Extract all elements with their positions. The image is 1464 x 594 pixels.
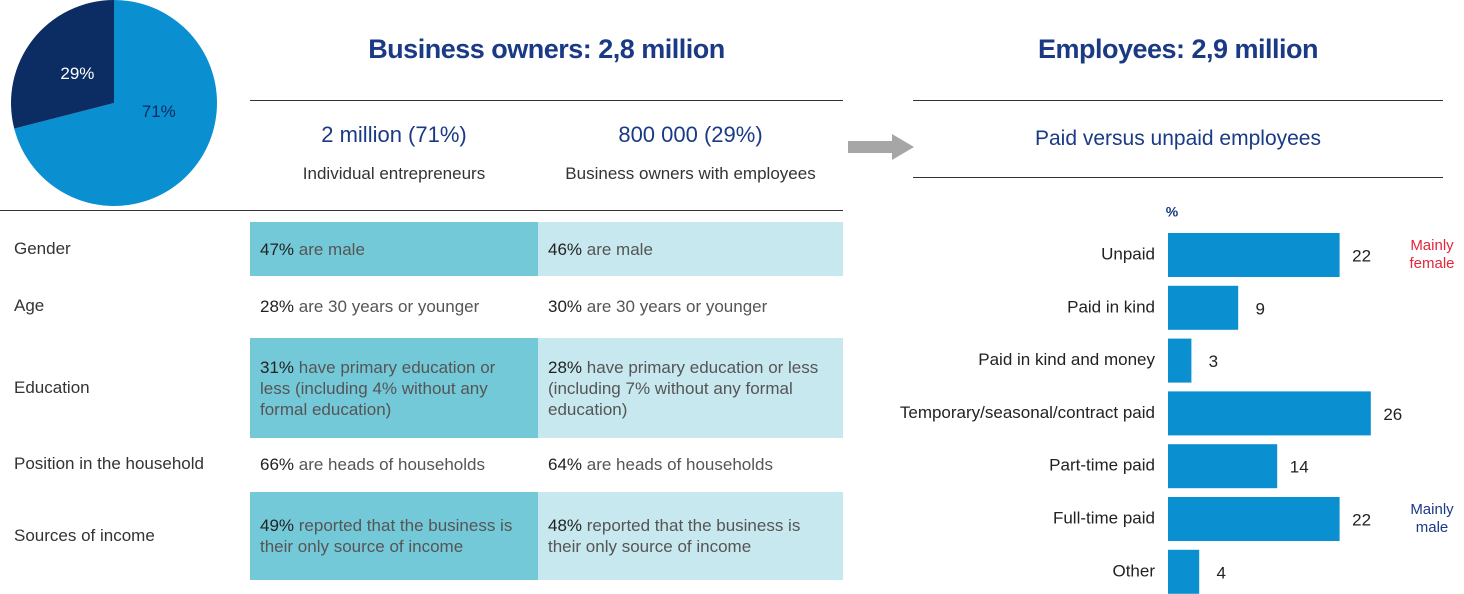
pie-slice xyxy=(11,0,114,129)
pie-slice xyxy=(14,0,218,206)
value-label: 3 xyxy=(1209,352,1218,371)
table-cell: 46% are male xyxy=(538,222,843,276)
annotation-word: female xyxy=(1409,255,1454,272)
column-header: 800 000 (29%) Business owners with emplo… xyxy=(538,122,843,184)
column-subheading: Business owners with employees xyxy=(565,164,816,183)
bar xyxy=(1168,338,1192,383)
bar xyxy=(1168,497,1340,541)
table-cell: 64% are heads of households xyxy=(538,438,843,490)
category-label: Paid in kind and money xyxy=(978,350,1155,369)
business-title: Business owners: 2,8 million xyxy=(368,34,725,64)
cell-detail: are male xyxy=(586,239,653,259)
value-label: 4 xyxy=(1216,563,1225,582)
bar xyxy=(1168,391,1371,436)
cell-highlight: 48% xyxy=(548,516,583,535)
category-label: Paid in kind xyxy=(1067,297,1155,316)
table-cell: 48% reported that the business is their … xyxy=(538,492,843,580)
arrow xyxy=(848,134,914,160)
cell-text: 47% are male xyxy=(260,239,365,260)
cell-text: 31% have primary education or less (incl… xyxy=(260,357,528,420)
category-label: Full-time paid xyxy=(1053,508,1155,527)
table-cell: 31% have primary education or less (incl… xyxy=(250,338,538,438)
cell-highlight: 46% xyxy=(548,239,583,259)
row-label: Education xyxy=(14,378,90,397)
cell-detail: have primary education or less (includin… xyxy=(260,357,496,419)
cell-text: 46% are male xyxy=(548,239,653,260)
cell-detail: are heads of households xyxy=(298,454,485,474)
row-label: Gender xyxy=(14,239,71,258)
cell-highlight: 30% xyxy=(548,296,583,316)
cell-text: 66% are heads of households xyxy=(260,454,485,475)
divider xyxy=(250,100,843,101)
bar xyxy=(1168,549,1200,594)
bar xyxy=(1168,444,1278,489)
table-cell: 47% are male xyxy=(250,222,538,276)
table-cell: 66% are heads of households xyxy=(250,438,538,490)
table-cell: 28% are 30 years or younger xyxy=(250,276,538,336)
row-label: Position in the household xyxy=(14,454,204,473)
cell-detail: are 30 years or younger xyxy=(298,296,480,316)
column-subheading: Individual entrepreneurs xyxy=(302,164,486,183)
cell-text: 48% reported that the business is their … xyxy=(548,515,833,557)
cell-detail: have primary education or less (includin… xyxy=(548,357,819,419)
table-cell: 30% are 30 years or younger xyxy=(538,276,843,336)
annotation-word: Mainly xyxy=(1410,237,1454,254)
cell-highlight: 47% xyxy=(260,239,295,259)
cell-detail: reported that the business is their only… xyxy=(548,516,801,556)
annotation-word: Mainly xyxy=(1410,501,1454,518)
category-label: Other xyxy=(1112,561,1155,580)
divider xyxy=(0,210,843,211)
cell-highlight: 28% xyxy=(260,296,295,316)
bar-title: Paid versus unpaid employees xyxy=(1034,127,1321,150)
category-label: Unpaid xyxy=(1101,244,1155,263)
cell-highlight: 64% xyxy=(548,454,583,474)
cell-highlight: 66% xyxy=(260,454,295,474)
cell-detail: are 30 years or younger xyxy=(586,296,768,316)
cell-text: 30% are 30 years or younger xyxy=(548,296,767,317)
value-label: 9 xyxy=(1255,299,1264,318)
column-heading: 2 million (71%) xyxy=(321,122,467,147)
cell-highlight: 31% xyxy=(260,357,295,377)
cell-detail: are heads of households xyxy=(586,454,773,474)
bar xyxy=(1168,233,1340,277)
pie-label: 29% xyxy=(60,64,94,83)
cell-text: 28% have primary education or less (incl… xyxy=(548,357,833,420)
cell-highlight: 28% xyxy=(548,357,583,377)
annotation: Mainly male xyxy=(1410,501,1454,536)
pie-label: 71% xyxy=(142,102,176,121)
row-label: Age xyxy=(14,296,45,315)
employees-title: Employees: 2,9 million xyxy=(1037,34,1319,64)
value-label: 14 xyxy=(1290,458,1309,477)
annotation: Mainly female xyxy=(1409,237,1454,272)
column-heading: 800 000 (29%) xyxy=(618,122,763,147)
category-label: Temporary/seasonal/contract paid xyxy=(900,403,1155,422)
cell-text: 64% are heads of households xyxy=(548,454,773,475)
cell-text: 49% reported that the business is their … xyxy=(260,515,528,557)
bar xyxy=(1168,285,1239,330)
annotation-word: male xyxy=(1416,519,1449,536)
cell-detail: reported that the business is their only… xyxy=(260,516,513,556)
table-cell: 28% have primary education or less (incl… xyxy=(538,338,843,438)
axis-label: % xyxy=(1166,204,1179,220)
value-label: 26 xyxy=(1383,405,1402,424)
row-label: Sources of income xyxy=(14,526,155,545)
cell-detail: are male xyxy=(298,239,365,259)
divider xyxy=(913,177,1443,178)
table-cell: 49% reported that the business is their … xyxy=(250,492,538,580)
cell-text: 28% are 30 years or younger xyxy=(260,296,479,317)
value-label: 22 xyxy=(1352,510,1371,529)
category-label: Part-time paid xyxy=(1049,456,1155,475)
cell-highlight: 49% xyxy=(260,516,295,535)
divider xyxy=(913,100,1443,101)
column-header: 2 million (71%) Individual entrepreneurs xyxy=(250,122,538,184)
value-label: 22 xyxy=(1352,246,1371,265)
